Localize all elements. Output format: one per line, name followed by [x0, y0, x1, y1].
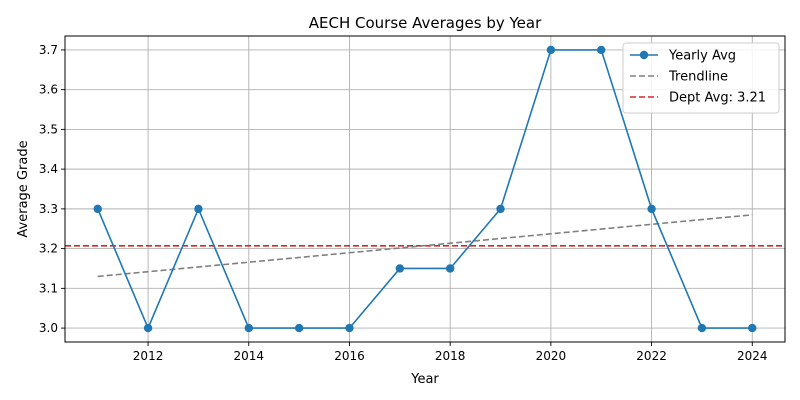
tick-layer: 2012 2014 2016 2018 2020 2022 2024 3.0 3.1 3.2 3.3… — [39, 43, 768, 363]
legend-box — [622, 42, 780, 114]
y-tick-label: 3.2 — [39, 242, 58, 256]
x-axis-title: Year — [410, 372, 439, 387]
legend-yearly-avg-marker — [639, 50, 649, 60]
yearly-avg-point — [496, 204, 505, 214]
y-tick-label: 3.6 — [39, 83, 58, 97]
y-tick-label: 3.7 — [39, 43, 58, 57]
yearly-avg-point — [546, 45, 556, 55]
x-tick-label: 2022 — [636, 349, 667, 363]
trendline — [97, 214, 753, 278]
x-tick-label: 2024 — [737, 349, 768, 363]
plot-area-frame — [64, 35, 786, 343]
yearly-avg-point — [395, 264, 405, 273]
x-tick-label: 2012 — [133, 349, 164, 363]
x-tick-label: 2016 — [334, 349, 365, 363]
yearly-avg-point — [143, 323, 153, 333]
x-tick-label: 2018 — [435, 349, 466, 363]
yearly-avg-point — [697, 323, 707, 333]
yearly-avg-point — [93, 204, 102, 214]
y-tick-label: 3.4 — [39, 162, 58, 176]
x-tick-label: 2014 — [234, 349, 265, 363]
yearly-avg-point — [194, 204, 203, 214]
yearly-avg-point — [597, 45, 606, 55]
y-axis-title: Average Grade — [16, 140, 31, 237]
y-tick-label: 3.3 — [39, 202, 58, 216]
legend-yearly-avg-label: Yearly Avg — [668, 49, 736, 64]
legend-trendline-label: Trendline — [668, 70, 728, 85]
yearly-avg-line — [96, 49, 753, 331]
chart-title: AECH Course Averages by Year — [309, 14, 542, 32]
yearly-avg-point — [294, 323, 304, 333]
yearly-avg-point — [445, 264, 455, 273]
x-tick-label: 2020 — [536, 349, 567, 363]
y-tick-label: 3.5 — [39, 122, 58, 136]
yearly-avg-point — [345, 323, 354, 333]
y-tick-label: 3.0 — [39, 321, 58, 335]
legend: Yearly Avg Trendline Dept Avg: 3.21 — [622, 42, 780, 114]
series-layer — [93, 45, 757, 333]
y-tick-label: 3.1 — [39, 281, 58, 295]
yearly-avg-point — [244, 323, 253, 333]
legend-dept-avg-label: Dept Avg: 3.21 — [669, 91, 766, 106]
yearly-avg-point — [748, 323, 757, 333]
yearly-avg-point — [647, 204, 656, 214]
